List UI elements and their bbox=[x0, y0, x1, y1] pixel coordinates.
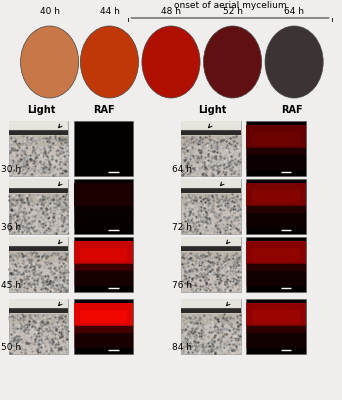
Text: 52 h: 52 h bbox=[223, 7, 242, 16]
FancyBboxPatch shape bbox=[246, 125, 306, 148]
FancyBboxPatch shape bbox=[246, 325, 306, 333]
Text: onset of aerial mycelium: onset of aerial mycelium bbox=[173, 1, 286, 10]
FancyBboxPatch shape bbox=[9, 130, 68, 135]
FancyBboxPatch shape bbox=[74, 332, 133, 348]
FancyBboxPatch shape bbox=[74, 299, 133, 354]
FancyBboxPatch shape bbox=[181, 130, 241, 135]
FancyBboxPatch shape bbox=[74, 183, 133, 206]
FancyBboxPatch shape bbox=[79, 190, 127, 203]
FancyBboxPatch shape bbox=[9, 246, 68, 251]
FancyBboxPatch shape bbox=[246, 183, 306, 206]
FancyBboxPatch shape bbox=[74, 121, 133, 176]
Text: 50 h: 50 h bbox=[1, 343, 21, 352]
Text: 44 h: 44 h bbox=[100, 7, 119, 16]
FancyBboxPatch shape bbox=[181, 299, 241, 354]
Text: 40 h: 40 h bbox=[40, 7, 60, 16]
FancyBboxPatch shape bbox=[246, 303, 306, 326]
FancyBboxPatch shape bbox=[181, 252, 241, 262]
FancyBboxPatch shape bbox=[9, 121, 68, 176]
FancyBboxPatch shape bbox=[9, 188, 68, 193]
Ellipse shape bbox=[80, 26, 139, 98]
FancyBboxPatch shape bbox=[181, 121, 241, 176]
FancyBboxPatch shape bbox=[9, 136, 68, 146]
FancyBboxPatch shape bbox=[9, 314, 68, 324]
FancyBboxPatch shape bbox=[74, 205, 133, 213]
FancyBboxPatch shape bbox=[252, 310, 300, 323]
FancyBboxPatch shape bbox=[246, 121, 306, 176]
FancyBboxPatch shape bbox=[74, 237, 133, 292]
FancyBboxPatch shape bbox=[181, 237, 241, 246]
FancyBboxPatch shape bbox=[246, 205, 306, 213]
FancyBboxPatch shape bbox=[181, 194, 241, 204]
FancyBboxPatch shape bbox=[246, 332, 306, 348]
FancyBboxPatch shape bbox=[246, 212, 306, 228]
FancyBboxPatch shape bbox=[181, 308, 241, 313]
FancyBboxPatch shape bbox=[246, 154, 306, 170]
Text: 64 h: 64 h bbox=[172, 166, 192, 174]
FancyBboxPatch shape bbox=[181, 314, 241, 324]
FancyBboxPatch shape bbox=[252, 190, 300, 203]
FancyBboxPatch shape bbox=[9, 179, 68, 234]
FancyBboxPatch shape bbox=[9, 299, 68, 354]
FancyBboxPatch shape bbox=[246, 179, 306, 234]
Text: 30 h: 30 h bbox=[1, 166, 21, 174]
FancyBboxPatch shape bbox=[79, 310, 127, 323]
FancyBboxPatch shape bbox=[246, 241, 306, 264]
Text: 84 h: 84 h bbox=[172, 343, 192, 352]
Ellipse shape bbox=[265, 26, 323, 98]
Text: 76 h: 76 h bbox=[172, 282, 192, 290]
FancyBboxPatch shape bbox=[74, 241, 133, 264]
Text: 45 h: 45 h bbox=[1, 282, 21, 290]
FancyBboxPatch shape bbox=[181, 121, 241, 130]
FancyBboxPatch shape bbox=[74, 212, 133, 228]
FancyBboxPatch shape bbox=[74, 270, 133, 286]
FancyBboxPatch shape bbox=[74, 179, 133, 234]
FancyBboxPatch shape bbox=[9, 179, 68, 188]
FancyBboxPatch shape bbox=[74, 303, 133, 326]
Ellipse shape bbox=[142, 26, 200, 98]
FancyBboxPatch shape bbox=[246, 147, 306, 155]
FancyBboxPatch shape bbox=[246, 263, 306, 271]
FancyBboxPatch shape bbox=[9, 252, 68, 262]
Text: 64 h: 64 h bbox=[284, 7, 304, 16]
FancyBboxPatch shape bbox=[79, 248, 127, 261]
FancyBboxPatch shape bbox=[246, 270, 306, 286]
Text: 72 h: 72 h bbox=[172, 223, 192, 232]
Text: RAF: RAF bbox=[93, 105, 115, 115]
Text: Light: Light bbox=[27, 105, 55, 115]
FancyBboxPatch shape bbox=[246, 237, 306, 292]
FancyBboxPatch shape bbox=[9, 237, 68, 246]
FancyBboxPatch shape bbox=[181, 179, 241, 188]
FancyBboxPatch shape bbox=[74, 263, 133, 271]
FancyBboxPatch shape bbox=[74, 325, 133, 333]
FancyBboxPatch shape bbox=[181, 136, 241, 146]
FancyBboxPatch shape bbox=[252, 132, 300, 145]
Ellipse shape bbox=[21, 26, 79, 98]
FancyBboxPatch shape bbox=[9, 299, 68, 308]
FancyBboxPatch shape bbox=[9, 237, 68, 292]
FancyBboxPatch shape bbox=[181, 188, 241, 193]
FancyBboxPatch shape bbox=[181, 246, 241, 251]
FancyBboxPatch shape bbox=[9, 308, 68, 313]
Text: 36 h: 36 h bbox=[1, 223, 21, 232]
Text: 48 h: 48 h bbox=[161, 7, 181, 16]
FancyBboxPatch shape bbox=[252, 248, 300, 261]
FancyBboxPatch shape bbox=[9, 194, 68, 204]
Text: RAF: RAF bbox=[281, 105, 303, 115]
Ellipse shape bbox=[203, 26, 262, 98]
Text: Light: Light bbox=[198, 105, 226, 115]
FancyBboxPatch shape bbox=[181, 179, 241, 234]
FancyBboxPatch shape bbox=[9, 121, 68, 130]
FancyBboxPatch shape bbox=[246, 299, 306, 354]
FancyBboxPatch shape bbox=[181, 299, 241, 308]
FancyBboxPatch shape bbox=[181, 237, 241, 292]
